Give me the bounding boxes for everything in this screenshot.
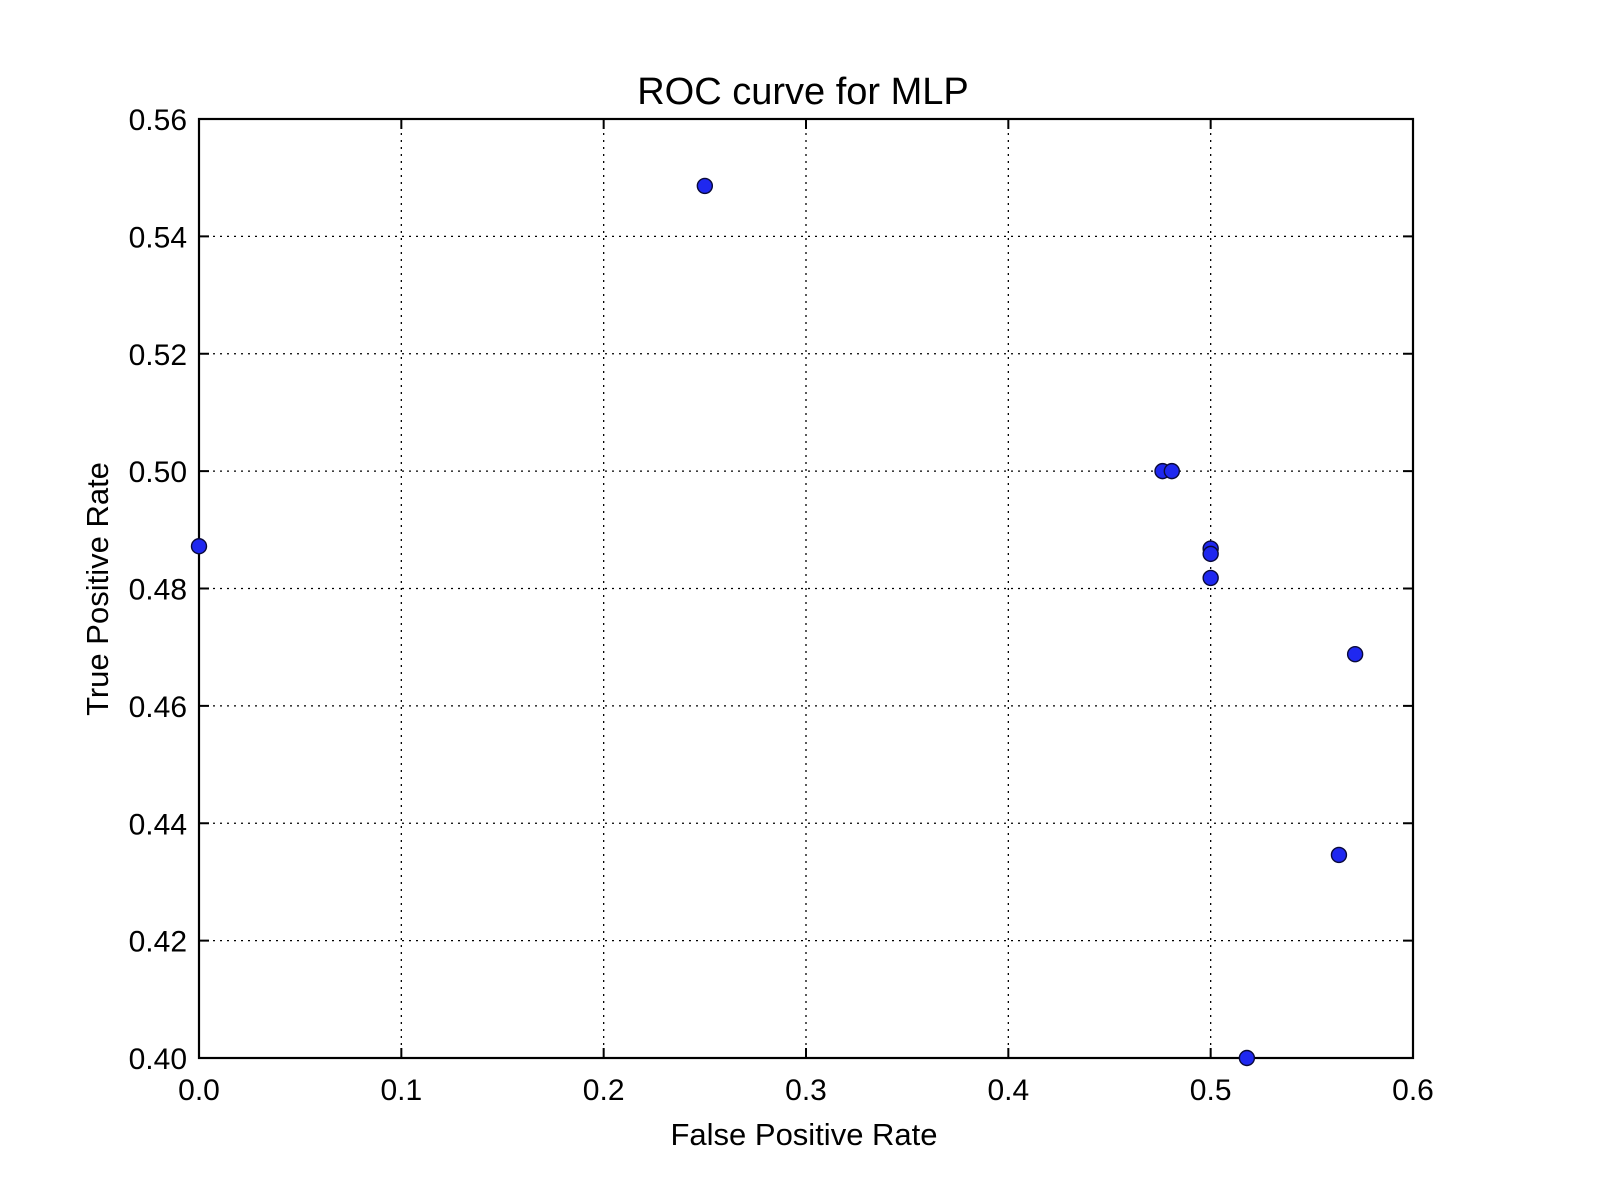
scatter-point <box>190 538 208 555</box>
y-tick-label: 0.52 <box>129 339 187 372</box>
y-tick-label: 0.50 <box>129 456 187 489</box>
y-tick-label: 0.44 <box>129 808 187 841</box>
x-tick-label: 0.5 <box>1190 1074 1232 1107</box>
axis-ticks <box>198 118 1414 1059</box>
scatter-point <box>1346 646 1364 663</box>
x-tick-label: 0.0 <box>178 1074 220 1107</box>
scatter-point <box>1202 569 1219 587</box>
scatter-point <box>1163 462 1181 480</box>
scatter-point <box>696 177 714 195</box>
y-tick-label: 0.48 <box>129 574 187 607</box>
x-tick-label: 0.4 <box>987 1074 1029 1107</box>
x-axis-label: False Positive Rate <box>670 1117 937 1152</box>
y-tick-label: 0.54 <box>129 221 187 254</box>
y-tick-label: 0.46 <box>129 691 187 724</box>
x-tick-label: 0.1 <box>380 1074 422 1107</box>
scatter-point <box>1238 1049 1256 1067</box>
x-tick-label: 0.6 <box>1392 1074 1434 1107</box>
y-tick-labels: 0.56 0.54 0.52 0.50 0.48 0.46 0.44 0.42 0.40 <box>129 104 187 1076</box>
y-tick-label: 0.40 <box>129 1043 187 1076</box>
grid-lines <box>199 119 1413 1058</box>
x-tick-label: 0.2 <box>583 1074 625 1107</box>
x-tick-labels: 0.0 0.1 0.2 0.3 0.4 0.5 0.6 <box>178 1074 1434 1107</box>
y-axis-label: True Positive Rate <box>80 462 115 716</box>
y-tick-label: 0.56 <box>129 104 187 137</box>
scatter-point <box>1202 545 1219 563</box>
x-tick-label: 0.3 <box>785 1074 827 1107</box>
y-tick-label: 0.42 <box>129 926 187 959</box>
data-points <box>190 177 1364 1067</box>
scatter-point <box>1330 846 1348 864</box>
chart-title: ROC curve for MLP <box>637 71 969 113</box>
